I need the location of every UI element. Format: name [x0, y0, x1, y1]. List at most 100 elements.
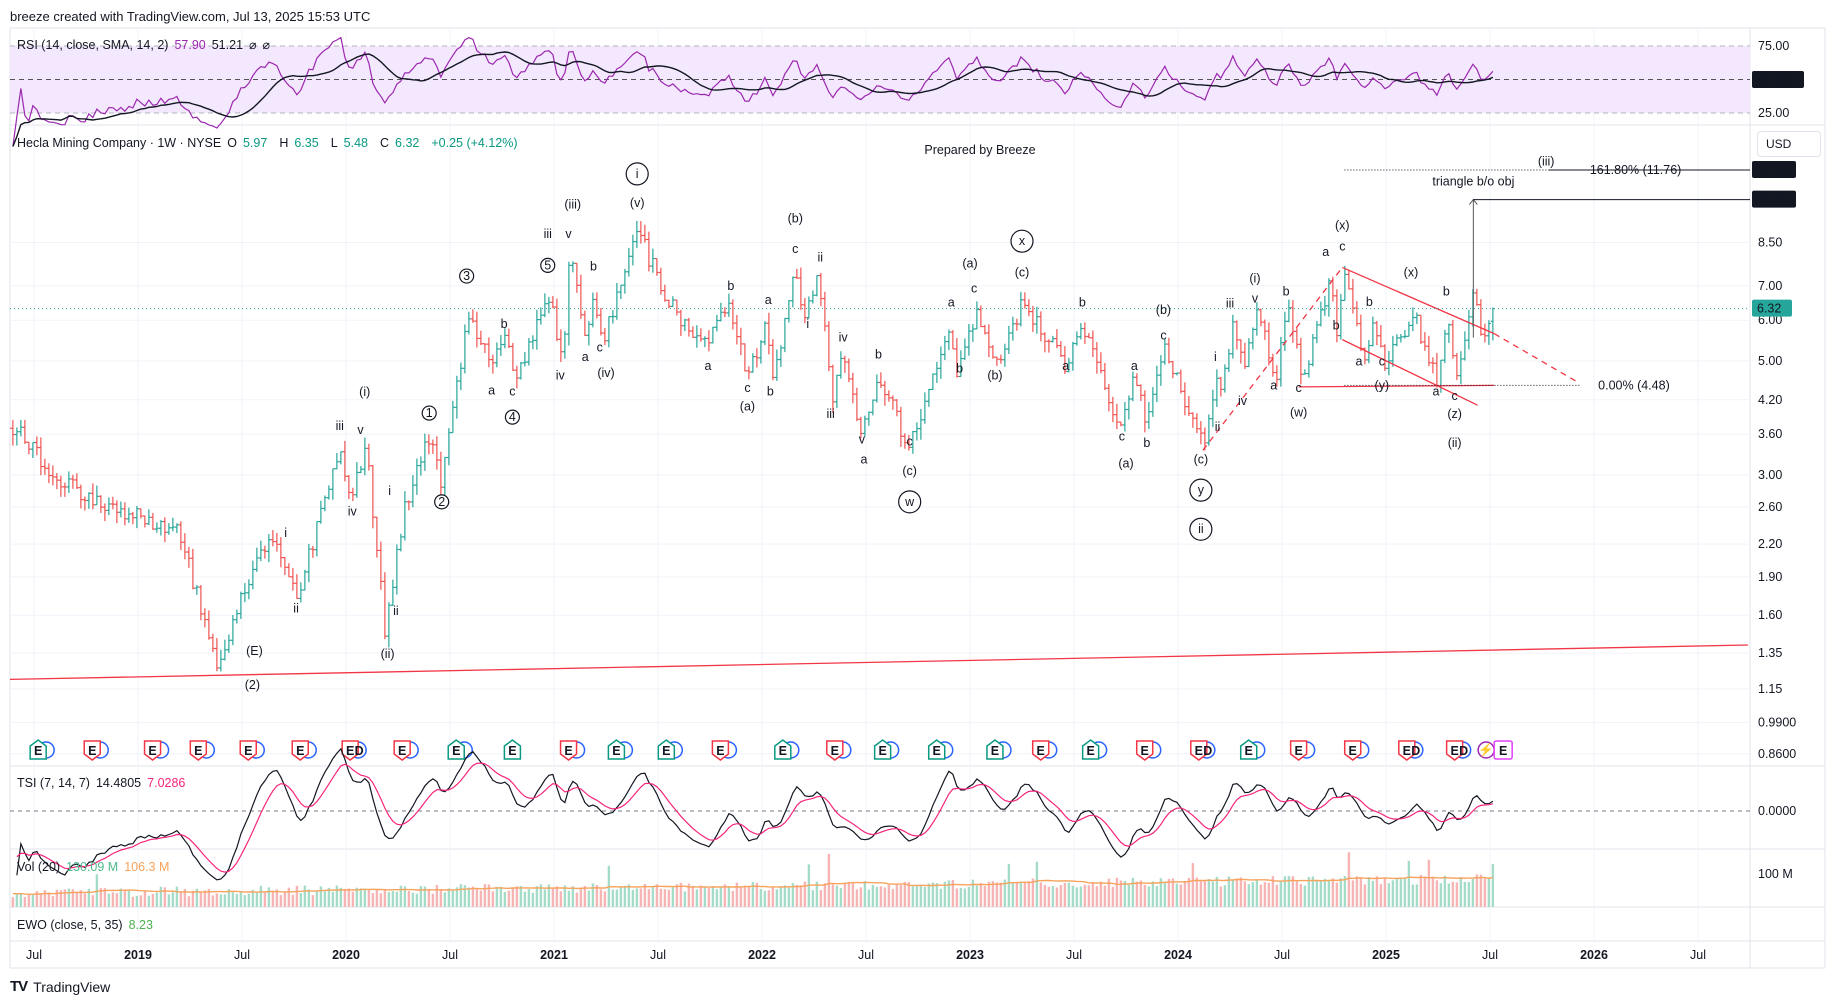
earnings-event: ⚡ E: [1477, 740, 1513, 760]
x-axis-label: Jul: [442, 948, 458, 962]
ohlc-bar: [1382, 344, 1387, 371]
ohlc-bar: [546, 296, 551, 314]
wave-label: (c): [1194, 452, 1209, 466]
ohlc-bar: [306, 543, 311, 583]
close-label: C: [379, 136, 390, 150]
ohlc-bar: [746, 366, 751, 380]
ohlc-bar: [1430, 357, 1435, 374]
dividend-glyph: D: [1459, 744, 1468, 758]
wave-label: 5: [544, 258, 551, 272]
ohlc-bar: [98, 495, 103, 513]
earnings-glyph: E: [1086, 744, 1094, 758]
earnings-icon: [29, 739, 47, 760]
wave-label: a: [1432, 385, 1439, 399]
ewo-label: EWO (close, 5, 35): [17, 918, 123, 932]
wave-label: ii: [1198, 522, 1204, 536]
price-axis-label: 4.20: [1758, 393, 1782, 407]
ohlc-bar: [854, 387, 859, 422]
ohlc-bar: [850, 372, 855, 404]
ohlc-bar: [370, 464, 375, 529]
ohlc-bar: [1202, 427, 1207, 451]
ohlc-bar: [1126, 395, 1131, 420]
ohlc-bar: [1314, 321, 1319, 344]
ohlc-bar: [294, 574, 299, 600]
x-axis-label: 2024: [1164, 948, 1192, 962]
ohlc-bar: [1386, 350, 1391, 376]
ohlc-bar: [666, 299, 671, 309]
wave-label: b: [1283, 285, 1290, 299]
ohlc-bar: [514, 365, 519, 389]
tradingview-footer[interactable]: TV TradingView: [10, 978, 110, 995]
ewo-legend[interactable]: EWO (close, 5, 35) 8.23: [17, 918, 159, 932]
earnings-glyph: E: [991, 744, 999, 758]
rsi-50-badge: [1752, 71, 1804, 88]
ohlc-bar: [794, 268, 799, 279]
ohlc-bar: [1450, 319, 1455, 359]
ohlc-bar: [682, 318, 687, 332]
ohlc-bar: [138, 508, 143, 519]
ohlc-bar: [1234, 320, 1239, 350]
earnings-event: E: [1343, 740, 1370, 761]
ohlc-bar: [390, 579, 395, 606]
ohlc-bar: [834, 374, 839, 409]
earnings-event: E: [711, 740, 738, 761]
ohlc-bar: [182, 533, 187, 560]
earnings-event: E: [873, 739, 900, 760]
wave-label: (z): [1447, 407, 1462, 421]
x-axis-label: 2022: [748, 948, 776, 962]
ohlc-bar: [786, 300, 791, 323]
earnings-icon: [447, 739, 465, 760]
price-axis-label: 8.50: [1758, 235, 1782, 249]
wave-label: c: [971, 281, 977, 295]
ohlc-bar: [946, 329, 951, 351]
symbol-legend[interactable]: Hecla Mining Company · 1W · NYSE O 5.97 H 6.…: [17, 136, 524, 150]
ohlc-bar: [930, 373, 935, 391]
ohlc-bar: [1214, 369, 1219, 407]
ohlc-bar: [322, 495, 327, 512]
target-badge-label: 10.30: [1757, 193, 1788, 207]
ohlc-bar: [998, 354, 1003, 364]
ohlc-bar: [1230, 314, 1235, 359]
ohlc-bar: [242, 583, 247, 603]
ohlc-bar: [606, 316, 611, 348]
earnings-glyph: E: [933, 744, 941, 758]
ohlc-bar: [1066, 357, 1071, 373]
ohlc-bar: [438, 451, 443, 497]
wave-label: v: [565, 227, 572, 241]
ohlc-bar: [798, 267, 803, 310]
earnings-event: E: [503, 739, 522, 760]
ohlc-bar: [1266, 322, 1271, 366]
ohlc-bar: [62, 482, 67, 497]
earnings-glyph: E: [831, 744, 839, 758]
rsi-legend[interactable]: RSI (14, close, SMA, 14, 2) 57.90 51.21 ⌀ ⌀: [17, 37, 276, 52]
wave-label: (b): [987, 369, 1002, 383]
wave-label: iv: [348, 505, 358, 519]
ohlc-bar: [118, 501, 123, 518]
ohlc-bar: [526, 338, 531, 366]
tsi-legend[interactable]: TSI (7, 14, 7) 14.4805 7.0286: [17, 776, 191, 790]
wave-label: (c): [902, 464, 917, 478]
ohlc-bar: [1054, 329, 1059, 349]
ohlc-bar: [1086, 332, 1091, 339]
ohlc-bar: [1194, 413, 1199, 434]
wave-label: i: [1214, 350, 1217, 364]
volume-legend[interactable]: Vol (20) 130.09 M 106.3 M: [17, 860, 175, 874]
ewo-value: 8.23: [128, 918, 153, 932]
ohlc-bar: [902, 433, 907, 449]
ohlc-bar: [1482, 323, 1487, 343]
ohlc-bar: [802, 298, 807, 324]
ohlc-bar: [18, 420, 23, 437]
wave-label: iv: [1238, 394, 1248, 408]
currency-button[interactable]: USD: [1757, 131, 1821, 157]
ohlc-bar: [1246, 338, 1251, 368]
x-axis-label: 2025: [1372, 948, 1400, 962]
earnings-icon: [239, 740, 257, 761]
ohlc-bar: [1478, 299, 1483, 336]
ohlc-bar: [970, 324, 975, 342]
ohlc-bar: [342, 440, 347, 482]
dividend-glyph: D: [1203, 744, 1212, 758]
ohlc-bar: [758, 340, 763, 364]
x-axis-label: Jul: [26, 948, 42, 962]
